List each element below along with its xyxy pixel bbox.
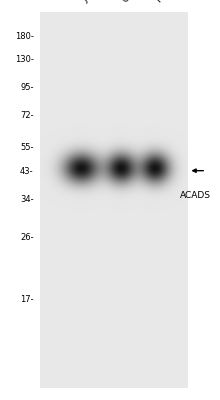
Text: 72-: 72-: [20, 111, 34, 120]
Text: 180-: 180-: [15, 32, 34, 41]
Text: 130-: 130-: [15, 54, 34, 64]
Text: Hela: Hela: [155, 0, 175, 4]
Text: C6: C6: [121, 0, 136, 4]
Text: 34-: 34-: [20, 196, 34, 204]
Text: 43-: 43-: [20, 167, 34, 176]
Text: ACADS: ACADS: [180, 191, 211, 200]
Text: 26-: 26-: [20, 233, 34, 242]
Text: 17-: 17-: [20, 295, 34, 304]
Text: 95-: 95-: [20, 83, 34, 92]
Text: 55-: 55-: [20, 143, 34, 152]
Text: Jurkat: Jurkat: [81, 0, 106, 4]
